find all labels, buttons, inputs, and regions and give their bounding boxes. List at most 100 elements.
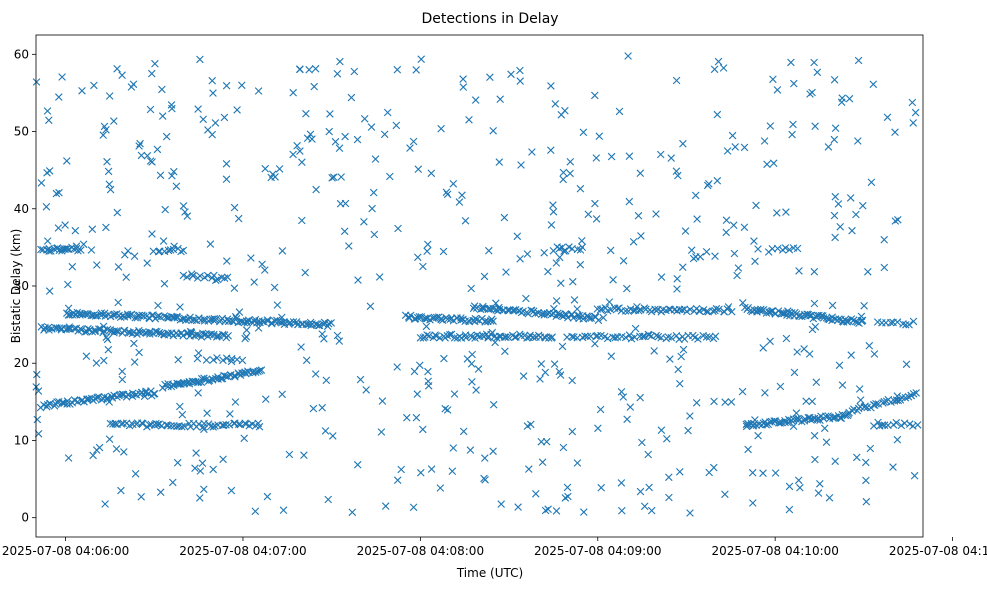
data-point — [794, 476, 803, 485]
y-tick-label: 40 — [14, 202, 29, 216]
data-point — [633, 303, 641, 311]
data-point — [70, 324, 79, 333]
data-point — [855, 385, 864, 393]
data-point — [183, 212, 192, 220]
data-point — [830, 211, 839, 220]
data-point — [298, 158, 306, 166]
data-point — [502, 333, 510, 341]
data-point — [892, 418, 901, 427]
data-point — [91, 327, 99, 336]
data-point — [848, 226, 856, 235]
data-point — [469, 304, 478, 313]
data-point — [617, 388, 626, 396]
data-point — [183, 379, 191, 387]
data-point — [194, 389, 202, 397]
data-point — [566, 158, 575, 166]
data-point — [213, 354, 221, 362]
data-point — [77, 326, 86, 334]
data-point — [887, 318, 895, 327]
data-point — [302, 356, 311, 365]
data-point — [203, 271, 212, 280]
data-point — [368, 204, 376, 213]
data-point — [176, 303, 184, 311]
data-point — [793, 348, 801, 356]
data-point — [552, 297, 561, 305]
data-point — [222, 160, 231, 168]
data-point — [911, 108, 920, 117]
data-point — [129, 80, 138, 89]
data-point — [831, 124, 840, 132]
data-point — [333, 331, 342, 340]
data-point — [327, 319, 335, 327]
data-point — [750, 237, 758, 245]
data-point — [761, 389, 769, 397]
data-point — [336, 57, 344, 66]
data-point — [874, 400, 883, 408]
data-point — [190, 316, 199, 324]
data-point — [337, 173, 345, 181]
data-point — [139, 420, 147, 428]
data-point — [58, 245, 67, 253]
data-point — [257, 366, 266, 374]
data-point — [228, 317, 236, 325]
data-point — [333, 70, 342, 78]
data-point — [909, 119, 917, 127]
data-point — [196, 494, 204, 502]
data-point — [173, 458, 182, 467]
y-tick-label: 10 — [14, 433, 29, 447]
data-point — [513, 232, 522, 241]
data-point — [491, 338, 499, 347]
data-point — [42, 203, 51, 211]
data-point — [568, 376, 576, 385]
data-point — [852, 210, 860, 219]
data-point — [240, 434, 248, 443]
data-point — [880, 235, 888, 244]
data-point — [831, 192, 840, 201]
data-point — [367, 123, 376, 131]
data-point — [117, 486, 125, 495]
data-point — [693, 215, 701, 223]
data-point — [880, 263, 889, 272]
data-point — [457, 314, 465, 322]
data-point — [178, 410, 187, 419]
data-point — [607, 152, 616, 161]
data-point — [594, 424, 602, 433]
data-point — [595, 132, 604, 140]
x-tick-label: 2025-07-08 04:08:00 — [357, 544, 484, 558]
data-point — [148, 391, 156, 400]
data-point — [575, 312, 584, 320]
data-point — [751, 257, 759, 266]
data-point — [480, 272, 489, 281]
data-point — [380, 130, 389, 139]
data-point — [328, 174, 336, 182]
data-point — [99, 322, 108, 331]
data-point — [285, 450, 294, 459]
data-point — [721, 398, 729, 406]
data-point — [84, 324, 92, 333]
data-point — [278, 313, 286, 322]
data-point — [566, 169, 574, 178]
data-point — [727, 398, 736, 406]
data-point — [318, 403, 326, 412]
data-point — [625, 197, 634, 206]
data-point — [146, 105, 155, 114]
data-point — [640, 502, 649, 511]
data-point — [710, 397, 718, 406]
data-point — [441, 404, 449, 413]
data-point — [172, 182, 181, 191]
data-point — [45, 116, 53, 125]
data-point — [502, 268, 510, 276]
data-point — [450, 390, 459, 398]
data-point — [552, 507, 561, 515]
data-point — [45, 287, 54, 295]
data-point — [439, 247, 448, 256]
data-point — [226, 410, 234, 418]
data-point — [219, 356, 227, 365]
data-point — [547, 146, 555, 154]
data-point — [763, 160, 771, 169]
data-point — [424, 367, 432, 376]
data-point — [713, 110, 722, 119]
data-point — [114, 298, 122, 307]
data-point — [739, 299, 747, 307]
data-point — [170, 167, 178, 176]
